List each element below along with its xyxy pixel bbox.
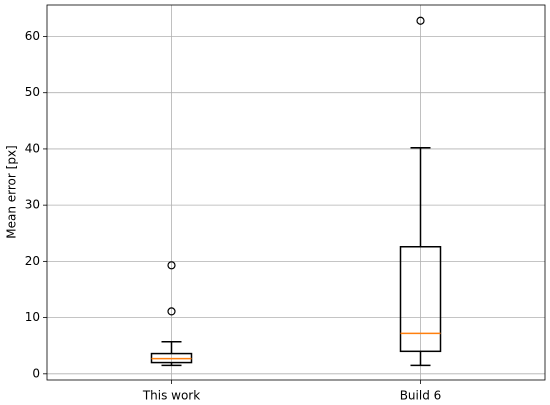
y-tick-label: 10 (25, 310, 40, 324)
y-tick-label: 20 (25, 254, 40, 268)
flier (416, 16, 425, 25)
flier (167, 307, 176, 316)
y-tick-label: 50 (25, 85, 40, 99)
plot-frame (46, 4, 546, 381)
y-tick-label: 60 (25, 29, 40, 43)
y-tick-label: 0 (32, 366, 40, 380)
box (399, 246, 442, 353)
x-tick-label: This work (142, 389, 200, 403)
x-tick-label: Build 6 (400, 389, 442, 403)
y-tick-label: 40 (25, 141, 40, 155)
flier (167, 261, 176, 270)
y-axis-label: Mean error [px] (5, 145, 19, 238)
y-tick-label: 30 (25, 198, 40, 212)
